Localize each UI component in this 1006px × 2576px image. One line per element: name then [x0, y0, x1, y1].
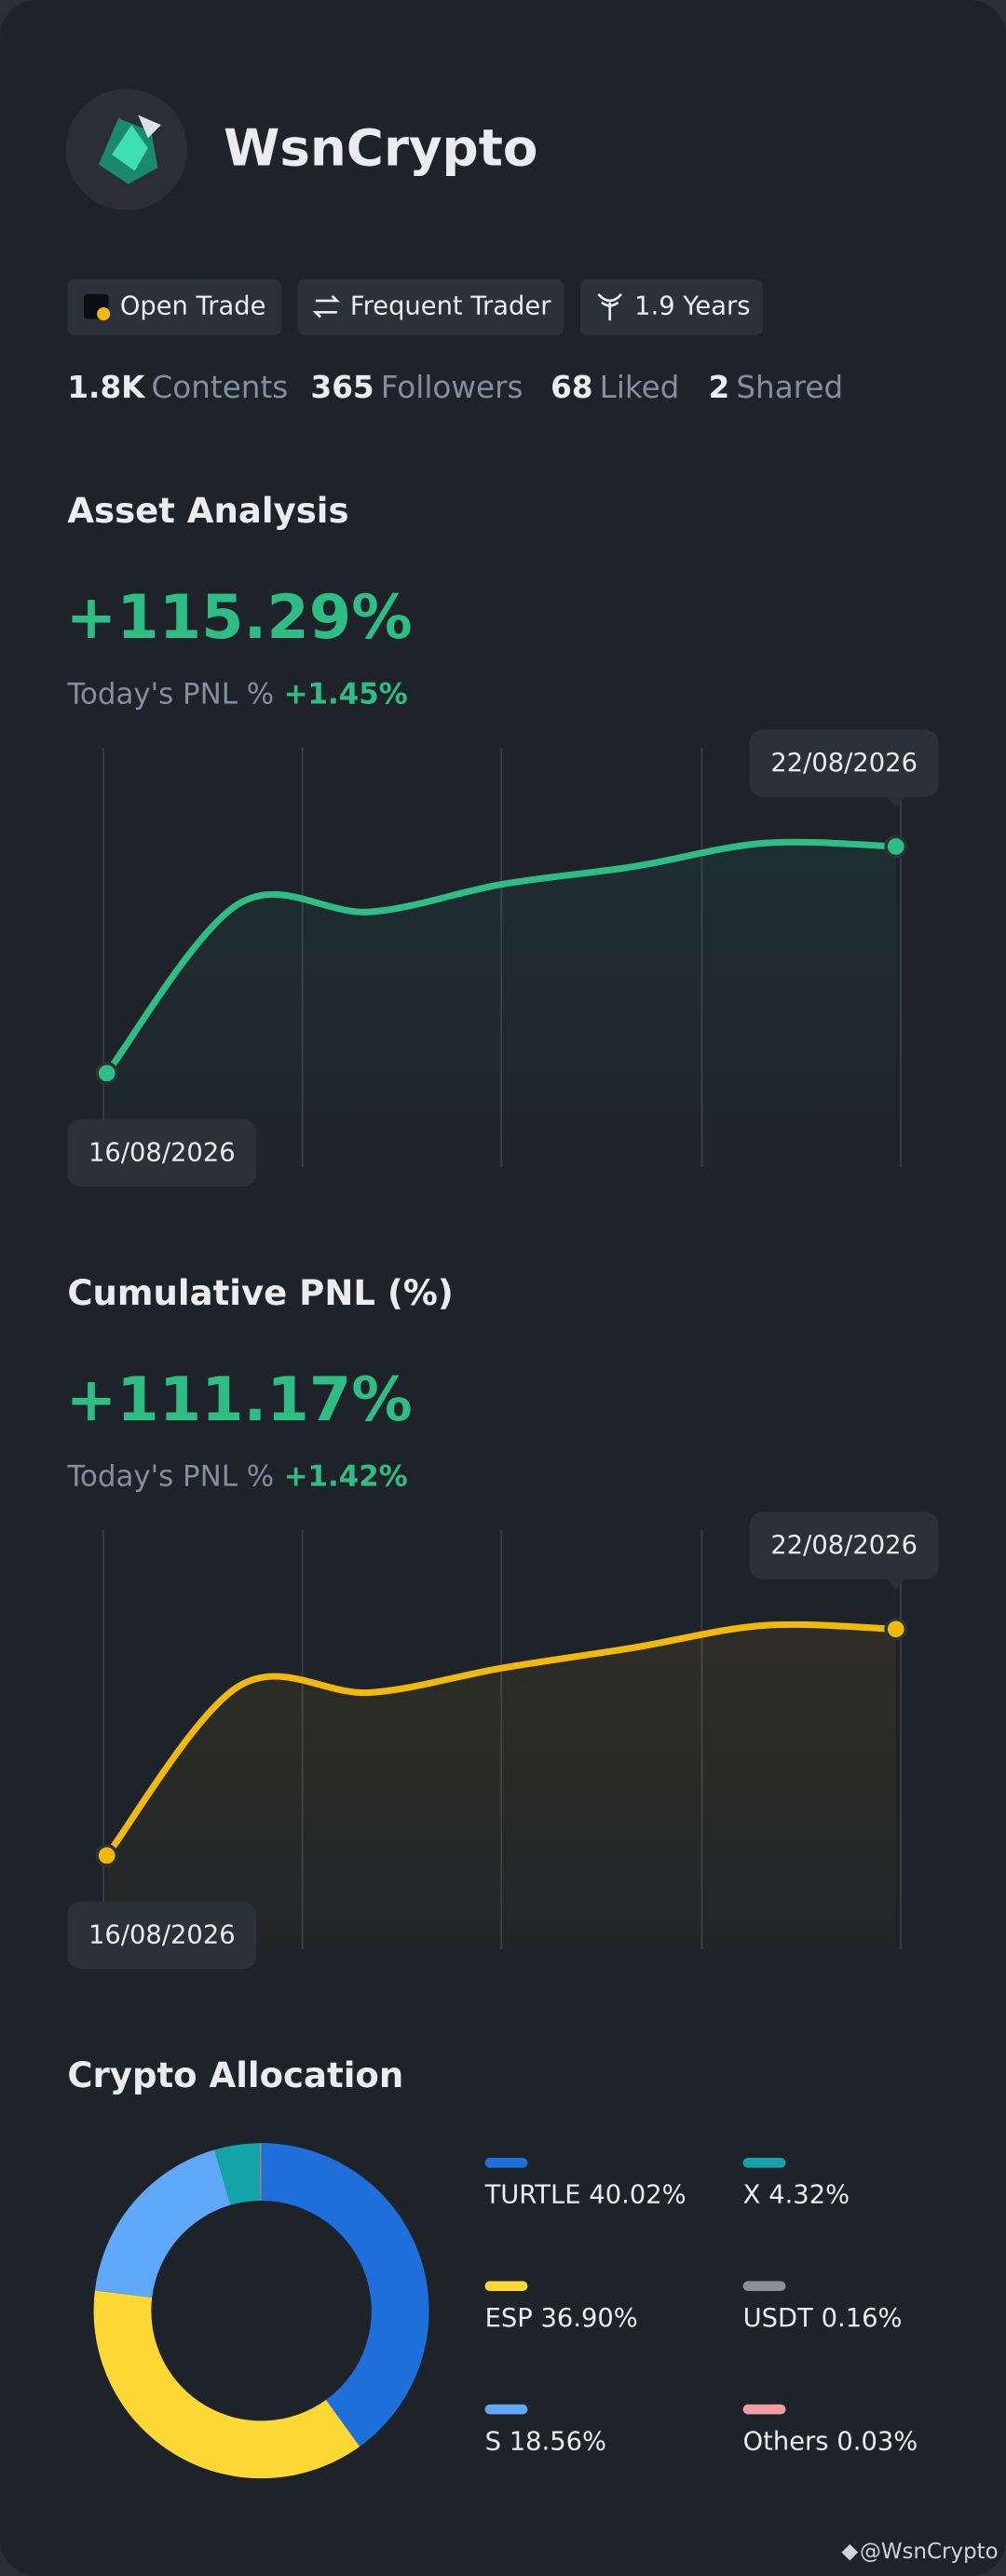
- subtitle: Today's PNL % +1.42%: [66, 1459, 407, 1493]
- legend-swatch: [742, 2158, 786, 2168]
- stat-label: Liked: [600, 370, 680, 405]
- stat: 2 Shared: [709, 370, 844, 405]
- badge-text: Frequent Trader: [350, 291, 551, 320]
- legend-value: 0.16%: [822, 2304, 903, 2333]
- legend-entry: S 18.56%: [485, 2427, 606, 2456]
- section-title: Crypto Allocation: [67, 2055, 403, 2095]
- badge[interactable]: [297, 279, 564, 335]
- legend-name: USDT: [743, 2304, 813, 2333]
- subtitle-label: Today's PNL %: [66, 1459, 274, 1493]
- donut-segment: [93, 2290, 360, 2479]
- stat-label: Followers: [381, 370, 523, 405]
- date-label: 22/08/2026: [770, 1531, 918, 1560]
- subtitle: Today's PNL % +1.45%: [66, 677, 407, 711]
- donut-segment: [259, 2143, 262, 2201]
- donut-segment: [214, 2143, 261, 2205]
- section-title: Asset Analysis: [67, 491, 348, 531]
- footer-text: @WsnCrypto: [860, 2540, 999, 2564]
- legend-name: S: [485, 2427, 501, 2456]
- date-label-box: [749, 1512, 939, 1579]
- headline: +115.29%: [66, 582, 413, 653]
- line: [103, 1620, 900, 1859]
- stat: 1.8K Contents: [67, 370, 288, 405]
- legend-swatch: [484, 2158, 528, 2168]
- stat: 68 Liked: [551, 370, 679, 405]
- end-point: [95, 1843, 119, 1867]
- badge-text: 1.9 Years: [634, 291, 750, 320]
- stat-label: Contents: [151, 370, 288, 405]
- legend-entry: TURTLE 40.02%: [484, 2180, 687, 2209]
- legend-name: TURTLE: [484, 2180, 581, 2209]
- date-label-pointer: [887, 796, 904, 807]
- legend-entry: X 4.32%: [743, 2180, 850, 2209]
- badge[interactable]: [67, 279, 281, 335]
- date-label-pointer: [887, 1579, 904, 1590]
- line: [103, 838, 900, 1077]
- stat: 365 Followers: [311, 370, 523, 405]
- legend-swatch: [484, 2281, 528, 2291]
- stat-value: 1.8K: [67, 370, 146, 405]
- date-label-box: [749, 729, 939, 797]
- area-fill: [106, 842, 896, 1167]
- legend-name: Others: [743, 2427, 829, 2456]
- legend-swatch: [742, 2404, 786, 2415]
- legend-entry: USDT 0.16%: [743, 2304, 903, 2333]
- legend-swatch: [484, 2404, 528, 2415]
- stat-value: 365: [311, 370, 374, 405]
- legend-value: 4.32%: [768, 2180, 850, 2209]
- date-label: 22/08/2026: [770, 749, 918, 778]
- legend-entry: Others 0.03%: [743, 2427, 918, 2456]
- end-point: [884, 1617, 908, 1641]
- section-title: Cumulative PNL (%): [67, 1273, 453, 1313]
- subtitle-label: Today's PNL %: [66, 677, 274, 711]
- area-fill: [106, 1624, 896, 1949]
- profile-name: WsnCrypto: [224, 117, 537, 177]
- badge-icon: [597, 292, 623, 321]
- badge-icon: [97, 307, 111, 321]
- subtitle-value: +1.45%: [284, 677, 408, 711]
- legend-entry: ESP 36.90%: [485, 2304, 638, 2333]
- badge-icon: [312, 294, 340, 319]
- end-point: [884, 834, 908, 859]
- legend-value: 40.02%: [589, 2180, 686, 2209]
- end-point: [95, 1061, 119, 1085]
- legend-value: 0.03%: [836, 2427, 918, 2456]
- legend-value: 36.90%: [541, 2304, 638, 2333]
- date-label-box: [67, 1119, 257, 1187]
- badge-text: Open Trade: [120, 291, 266, 320]
- legend-name: X: [743, 2180, 761, 2209]
- badge[interactable]: [579, 279, 763, 335]
- legend-name: ESP: [485, 2304, 533, 2333]
- donut-segment: [261, 2143, 429, 2447]
- subtitle-value: +1.42%: [284, 1459, 408, 1493]
- stat-label: Shared: [736, 370, 843, 405]
- date-label-box: [67, 1901, 257, 1970]
- donut-segment: [94, 2149, 231, 2298]
- avatar[interactable]: [65, 88, 188, 210]
- legend-swatch: [742, 2281, 786, 2291]
- date-label: 16/08/2026: [88, 1920, 236, 1949]
- date-label: 16/08/2026: [88, 1138, 236, 1167]
- stat-value: 2: [709, 370, 730, 405]
- headline: +111.17%: [66, 1364, 413, 1435]
- stat-value: 68: [551, 370, 592, 405]
- legend-value: 18.56%: [510, 2427, 606, 2456]
